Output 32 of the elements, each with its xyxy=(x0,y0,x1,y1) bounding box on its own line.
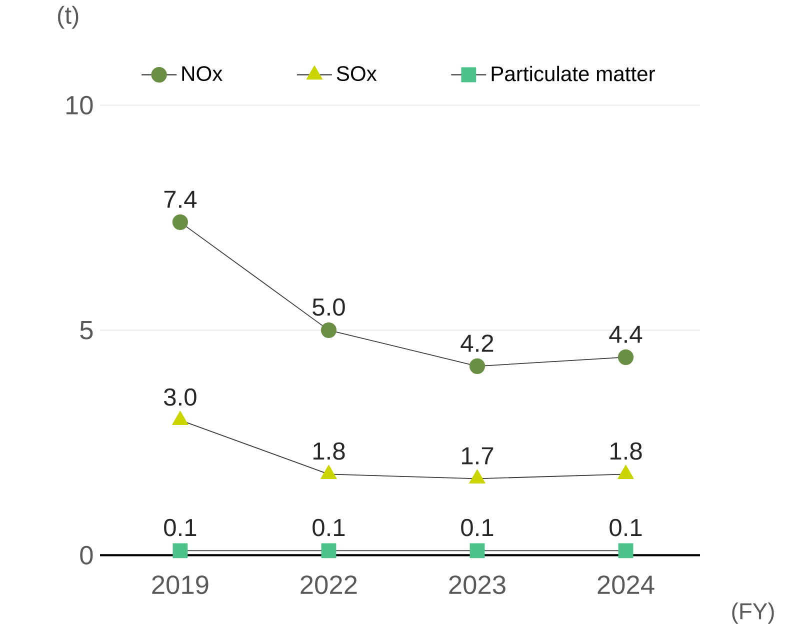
legend-label: SOx xyxy=(336,66,377,82)
data-label: 0.1 xyxy=(164,518,196,536)
data-label: 4.4 xyxy=(609,326,642,343)
data-label: 0.1 xyxy=(461,518,494,536)
data-label: 0.1 xyxy=(610,518,642,536)
legend-label: Particulate matter xyxy=(492,66,655,82)
point xyxy=(470,543,485,558)
y-axis-title: (t) xyxy=(58,6,78,29)
point xyxy=(172,214,188,230)
data-label: 1.8 xyxy=(610,442,642,460)
legend-label: NOx xyxy=(182,66,222,82)
data-label: 5.0 xyxy=(312,298,345,316)
data-label: 3.0 xyxy=(164,388,196,406)
y-tick-label: 5 xyxy=(80,321,93,340)
point xyxy=(172,543,188,558)
y-tick-label: 10 xyxy=(66,96,93,115)
x-tick-label: 2022 xyxy=(300,576,357,594)
y-tick-label: 0 xyxy=(80,546,93,565)
point xyxy=(618,543,634,558)
data-label: 4.2 xyxy=(460,334,494,352)
data-label: 0.1 xyxy=(312,518,345,536)
x-tick-label: 2019 xyxy=(152,576,208,594)
x-tick-label: 2023 xyxy=(449,576,506,594)
x-tick-label: 2024 xyxy=(598,576,654,594)
data-label: 1.7 xyxy=(462,448,494,464)
data-label: 1.8 xyxy=(313,442,345,460)
point xyxy=(320,322,337,338)
point xyxy=(321,543,336,558)
data-label: 7.4 xyxy=(164,191,197,208)
point xyxy=(469,358,486,374)
x-axis-title: (FY) xyxy=(732,602,774,624)
point xyxy=(618,350,634,366)
